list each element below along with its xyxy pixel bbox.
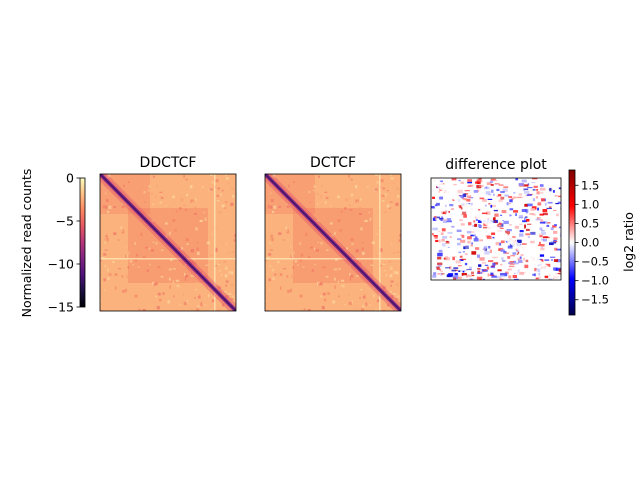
colorbar-read-counts-tick-label: −15 — [48, 300, 74, 315]
colorbar-log2-ratio-ticks: 1.5 1.0 0.5 0.0 −0.5 −1.0 −1.5 — [575, 178, 609, 307]
colorbar-read-counts-tick-label: −5 — [56, 214, 74, 229]
heatmap-difference: difference plot — [430, 157, 562, 281]
colorbar-read-counts-tick-label: 0 — [66, 171, 74, 186]
heatmap-ddctcf: DDCTCF — [99, 155, 237, 312]
colorbar-read-counts-tick-label: −10 — [48, 257, 74, 272]
heatmap-dctcf-image — [265, 174, 401, 311]
colorbar-log2-ratio-tick-label: −1.0 — [581, 274, 609, 288]
heatmap-dctcf: DCTCF — [264, 155, 402, 312]
colorbar-read-counts-bar — [79, 177, 86, 308]
colorbar-read-counts-ticks: 0 −5 −10 −15 — [48, 171, 80, 315]
colorbar-log2-ratio-tick-label: −0.5 — [581, 255, 609, 269]
colorbar-log2-ratio-tick-label: 0.5 — [581, 216, 599, 230]
heatmap-ddctcf-title: DDCTCF — [140, 155, 197, 171]
colorbar-log2-ratio-tick-label: 1.0 — [581, 197, 599, 211]
heatmap-dctcf-title: DCTCF — [310, 155, 356, 171]
heatmap-difference-image — [431, 178, 561, 280]
colorbar-log2-ratio: 1.5 1.0 0.5 0.0 −0.5 −1.0 −1.5 log2 ratio — [568, 169, 636, 316]
heatmap-difference-title: difference plot — [445, 157, 547, 173]
colorbar-log2-ratio-bar — [568, 169, 576, 316]
colorbar-log2-ratio-label: log2 ratio — [621, 212, 636, 272]
colorbar-log2-ratio-tick-label: 1.5 — [581, 178, 599, 192]
colorbar-read-counts-label: Normalized read counts — [19, 169, 34, 318]
colorbar-read-counts: 0 −5 −10 −15 Normalized read counts — [19, 169, 86, 318]
colorbar-log2-ratio-tick-label: 0.0 — [581, 236, 599, 250]
colorbar-log2-ratio-tick-label: −1.5 — [581, 293, 609, 307]
heatmap-ddctcf-image — [100, 174, 236, 311]
